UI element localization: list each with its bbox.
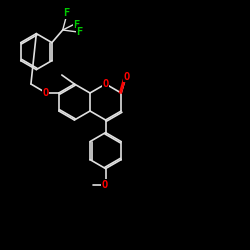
Text: O: O (102, 180, 108, 190)
Text: O: O (102, 79, 109, 89)
Text: O: O (42, 88, 48, 98)
Text: F: F (74, 20, 80, 30)
Text: F: F (76, 27, 82, 37)
Text: F: F (63, 8, 70, 18)
Text: O: O (124, 72, 130, 82)
